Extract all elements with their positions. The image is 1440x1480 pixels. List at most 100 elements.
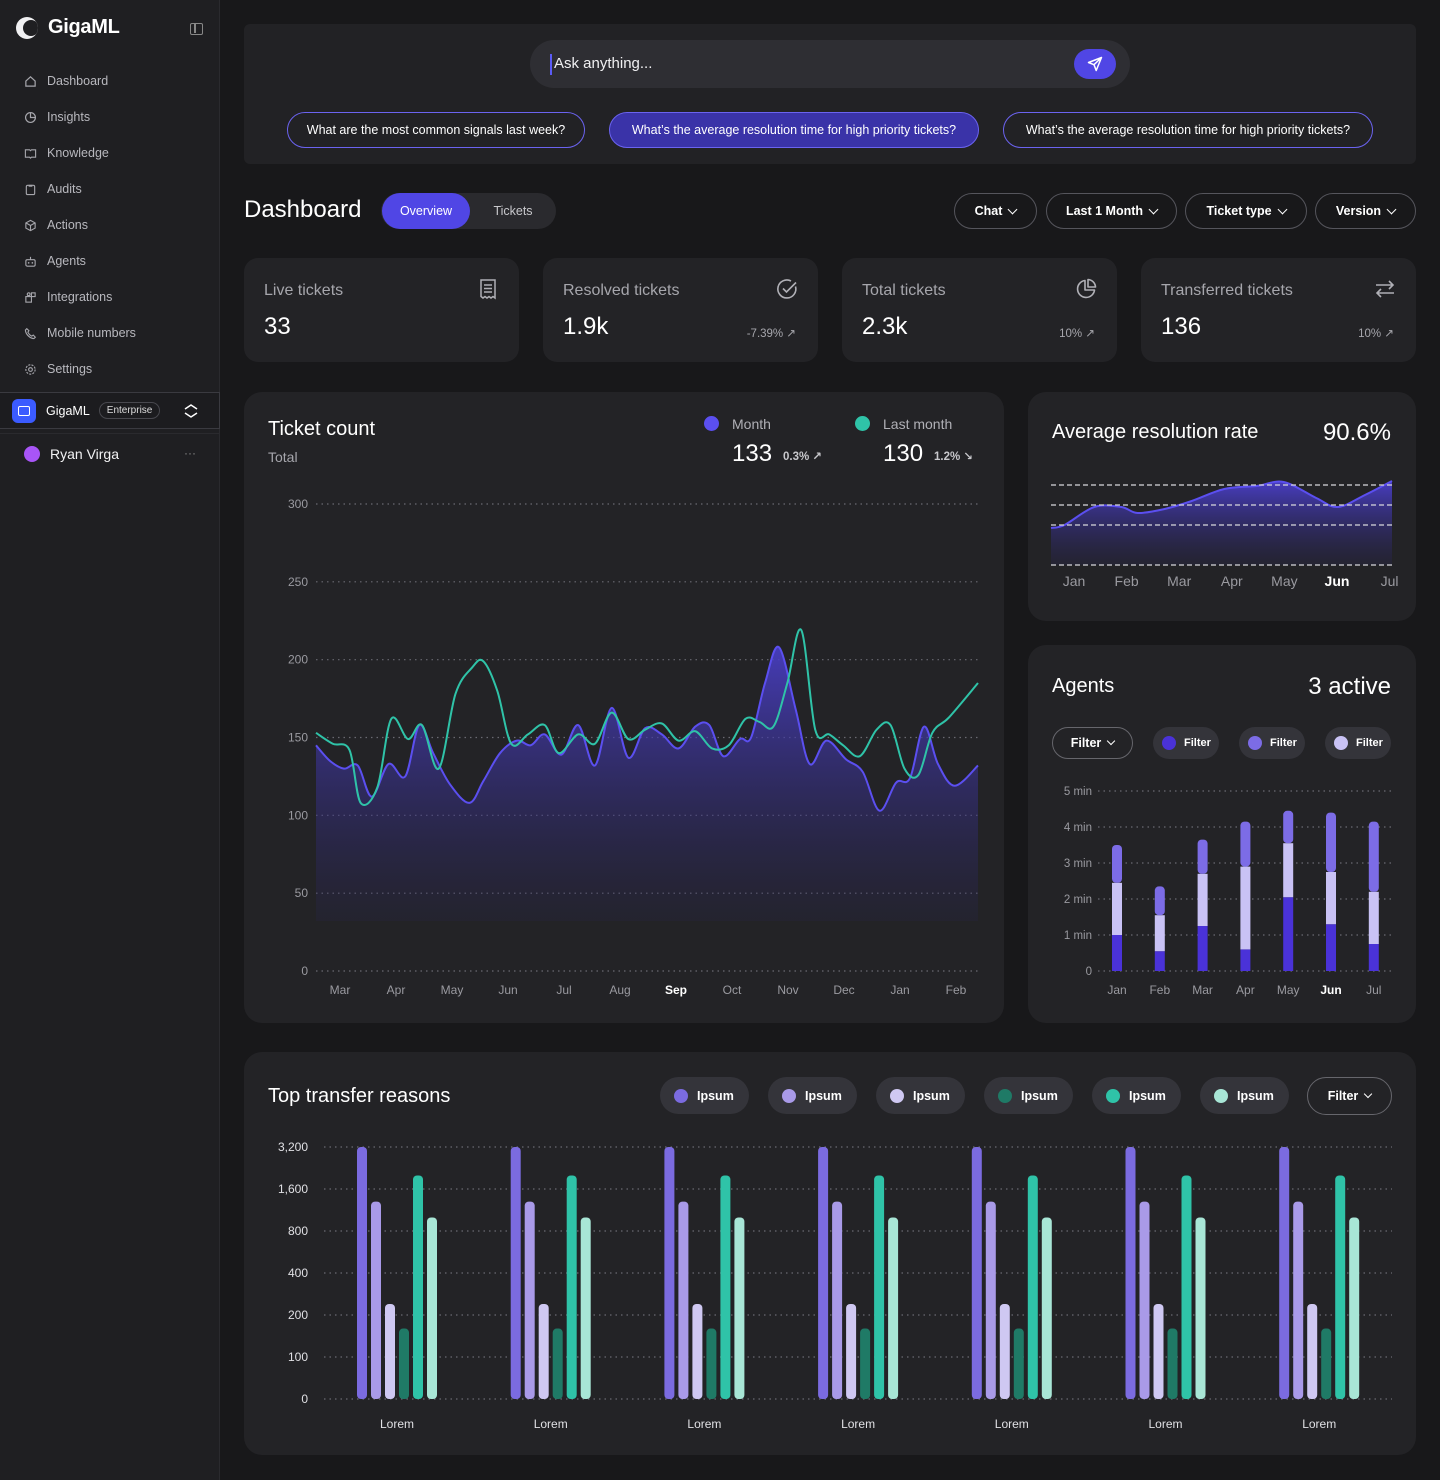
sidebar-item-settings[interactable]: Settings [24, 351, 136, 387]
chip-label: Ipsum [1129, 1088, 1166, 1103]
legend-chip[interactable]: Ipsum [1200, 1077, 1289, 1114]
more-options-icon[interactable]: ··· [184, 446, 196, 460]
agent-bar-segment [1154, 915, 1165, 952]
sidebar-collapse-icon[interactable] [190, 23, 203, 35]
x-tick-label: Apr [387, 983, 406, 997]
sidebar-item-audits[interactable]: Audits [24, 171, 136, 207]
chip-label: Ipsum [697, 1088, 734, 1103]
agent-bar-segment [1326, 812, 1336, 872]
agents-filter-chip[interactable]: Filter [1325, 727, 1391, 759]
channel-dropdown[interactable]: Chat [954, 193, 1037, 229]
legend-delta: 1.2% ↘ [934, 451, 974, 463]
agents-filter-chip[interactable]: Filter [1153, 727, 1219, 759]
gear-icon [25, 363, 36, 375]
kpi-label: Resolved tickets [563, 282, 680, 299]
sidebar-nav: Dashboard Insights Knowledge Audits Acti… [24, 63, 136, 387]
legend-chip[interactable]: Ipsum [1092, 1077, 1181, 1114]
kpi-live-tickets: Live tickets 33 [244, 258, 519, 362]
transfer-bar [1153, 1303, 1164, 1399]
check-circle-icon [777, 279, 797, 299]
transfer-bar [1041, 1217, 1052, 1399]
x-tick-label: Jun [1325, 573, 1350, 589]
agents-filter-chip[interactable]: Filter [1239, 727, 1305, 759]
phone-icon [24, 327, 37, 339]
tab-tickets[interactable]: Tickets [493, 204, 533, 218]
pie-chart-icon [1076, 278, 1097, 299]
transfer-bar [1293, 1201, 1304, 1399]
send-button[interactable] [1074, 49, 1116, 79]
plan-badge: Enterprise [98, 402, 161, 419]
x-tick-label: Mar [1167, 573, 1191, 589]
x-tick-label: Lorem [995, 1417, 1029, 1431]
ask-input[interactable]: Ask anything... [530, 40, 1130, 88]
legend-chip[interactable]: Ipsum [660, 1077, 749, 1114]
kpi-label: Total tickets [862, 282, 946, 299]
transfer-bar [846, 1303, 857, 1399]
transfer-bar [1181, 1175, 1192, 1399]
switch-org-icon[interactable] [183, 404, 199, 418]
sidebar-item-agents[interactable]: Agents [24, 243, 136, 279]
y-tick-label: 0 [1086, 966, 1092, 978]
chip-label: Filter [1184, 737, 1211, 749]
chevron-down-icon [1007, 204, 1018, 214]
sidebar-item-label: Knowledge [47, 146, 109, 160]
pie-icon [24, 111, 37, 123]
x-tick-label: Jul [1381, 573, 1399, 589]
clipboard-icon [25, 184, 36, 195]
send-icon [1087, 56, 1103, 72]
sidebar-item-integrations[interactable]: Integrations [24, 279, 136, 315]
ticket-type-dropdown[interactable]: Ticket type [1185, 193, 1307, 229]
x-tick-label: May [441, 983, 464, 997]
x-tick-label: Jun [1320, 983, 1341, 997]
chevron-down-icon [1386, 204, 1397, 214]
sidebar-item-actions[interactable]: Actions [24, 207, 136, 243]
transfer-bar [1195, 1217, 1206, 1399]
active-agents-count: 3 active [1308, 673, 1391, 700]
x-tick-label: May [1277, 983, 1300, 997]
legend-chip[interactable]: Ipsum [984, 1077, 1073, 1114]
card-title: Agents [1052, 675, 1115, 697]
user-name: Ryan Virga [50, 445, 120, 462]
agent-bar-segment [1112, 935, 1122, 971]
series-line-last-month [315, 628, 979, 807]
y-tick-label: 300 [288, 497, 308, 511]
dropdown-label: Last 1 Month [1065, 204, 1144, 218]
swap-icon [1375, 280, 1395, 298]
version-dropdown[interactable]: Version [1315, 193, 1416, 229]
sidebar-item-knowledge[interactable]: Knowledge [24, 135, 136, 171]
suggestion-chip[interactable]: What’s the average resolution time for h… [609, 112, 979, 148]
org-switcher[interactable]: GigaML Enterprise [0, 392, 220, 429]
x-tick-label: Lorem [687, 1417, 721, 1431]
y-tick-label: 800 [288, 1224, 308, 1238]
transfer-bar [1167, 1328, 1178, 1399]
tab-overview[interactable]: Overview [382, 193, 470, 229]
dropdown-label: Version [1335, 204, 1382, 218]
app-logo[interactable]: GigaML [16, 16, 120, 39]
suggestion-chip[interactable]: What are the most common signals last we… [287, 112, 585, 148]
sidebar-item-label: Actions [47, 218, 88, 232]
transfer-filter-dropdown[interactable]: Filter [1307, 1077, 1392, 1115]
period-dropdown[interactable]: Last 1 Month [1046, 193, 1177, 229]
legend-chip[interactable]: Ipsum [768, 1077, 857, 1114]
agent-bar-segment [1240, 866, 1251, 950]
transfer-bar [1013, 1328, 1024, 1399]
chip-label: Filter [1270, 737, 1297, 749]
agents-filter-dropdown[interactable]: Filter [1052, 727, 1133, 759]
sidebar-item-insights[interactable]: Insights [24, 99, 136, 135]
y-tick-label: 400 [288, 1266, 308, 1280]
legend-chip[interactable]: Ipsum [876, 1077, 965, 1114]
y-tick-label: 3,200 [278, 1140, 308, 1154]
sidebar-item-dashboard[interactable]: Dashboard [24, 63, 136, 99]
cube-icon [25, 219, 36, 231]
card-title: Ticket count [268, 418, 376, 440]
x-tick-label: Apr [1236, 983, 1255, 997]
ticket-count-chart: 0 50 100 150 200 250 300 Mar Apr May Jun Jul Aug Sep O… [288, 497, 979, 997]
ask-input-placeholder[interactable]: Ask anything... [550, 54, 652, 75]
user-row[interactable]: Ryan Virga ··· [0, 433, 220, 473]
legend-dot [1162, 736, 1176, 750]
x-tick-label: Dec [833, 983, 854, 997]
transfer-bar [818, 1147, 829, 1399]
suggestion-chip[interactable]: What’s the average resolution time for h… [1003, 112, 1373, 148]
sidebar-item-mobile-numbers[interactable]: Mobile numbers [24, 315, 136, 351]
dropdown-label: Filter [1070, 736, 1102, 750]
